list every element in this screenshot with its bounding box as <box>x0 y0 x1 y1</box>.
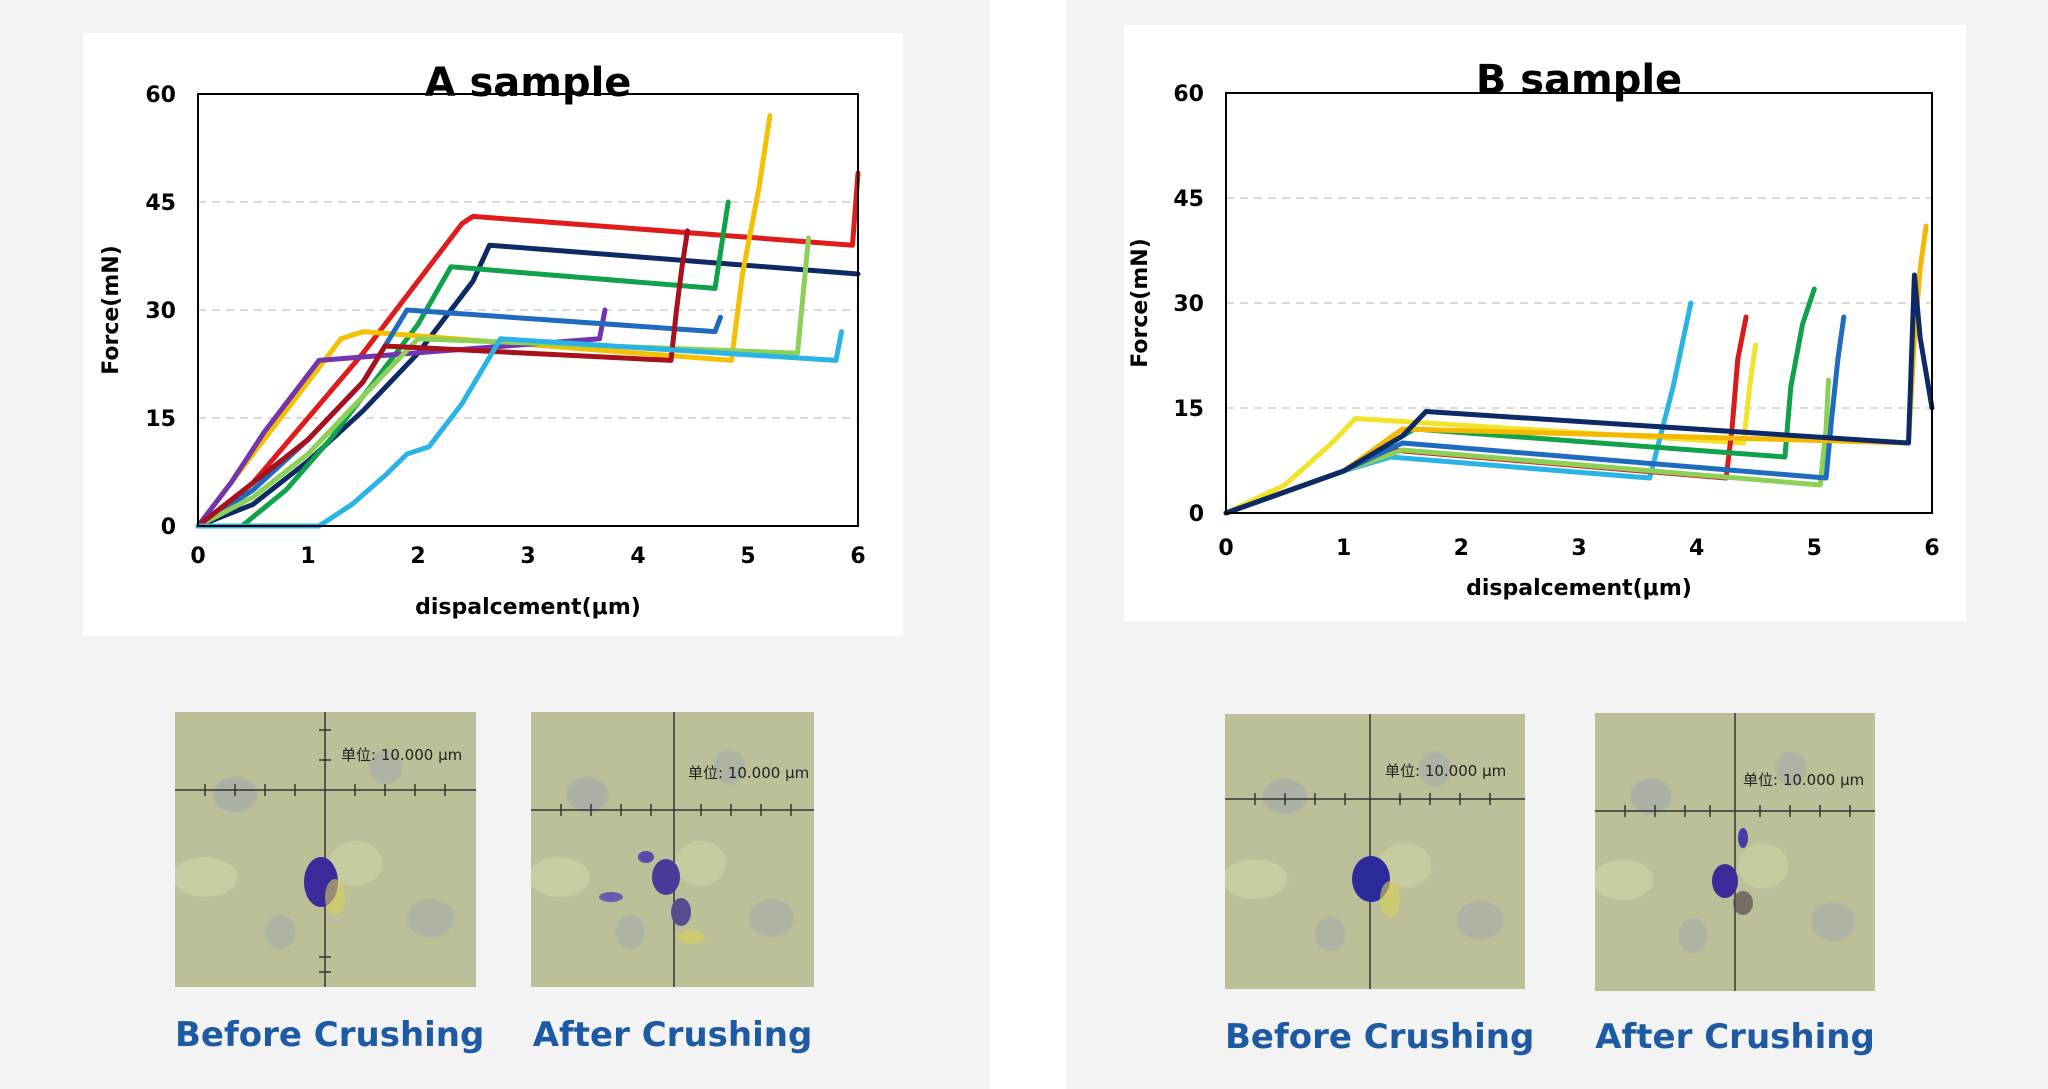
x-tick-label: 6 <box>1924 536 1939 561</box>
x-tick-label: 0 <box>1218 536 1233 561</box>
x-tick-label: 3 <box>520 544 535 569</box>
x-tick-label: 3 <box>1571 536 1586 561</box>
y-axis-label: Force(mN) <box>1128 238 1153 368</box>
x-tick-label: 5 <box>1807 536 1822 561</box>
y-tick-label: 45 <box>145 191 176 216</box>
chart-card-b: B sample 0 15 30 45 60 0 1 2 3 4 5 6 dispalcement(μm)… <box>1124 25 1966 621</box>
micrograph-a-after: 单位: 10.000 μm <box>531 712 814 987</box>
y-tick-label: 30 <box>1173 292 1204 317</box>
series-line-dark-red <box>195 228 690 529</box>
caption-a-after: After Crushing <box>532 1015 813 1055</box>
micrograph-a-before: 单位: 10.000 μm <box>175 712 476 987</box>
series-line-light-green <box>1223 377 1831 516</box>
series-line-light-green <box>195 235 811 529</box>
series-line-purple <box>195 307 608 529</box>
y-tick-label: 0 <box>1189 502 1204 527</box>
y-tick-label: 0 <box>161 515 176 540</box>
y-tick-label: 60 <box>1173 82 1204 107</box>
plot-frame <box>1225 92 1933 514</box>
series-line-yellow <box>1223 342 1758 516</box>
x-tick-label: 2 <box>410 544 425 569</box>
x-tick-label: 2 <box>1454 536 1469 561</box>
micrograph-b-after: 单位: 10.000 μm <box>1595 713 1875 991</box>
chart-title: A sample <box>425 60 632 106</box>
plot-frame <box>197 93 859 527</box>
x-tick-label: 1 <box>1336 536 1351 561</box>
y-axis-label: Force(mN) <box>99 245 124 375</box>
y-tick-label: 60 <box>145 83 176 108</box>
y-tick-label: 45 <box>1173 187 1204 212</box>
scale-label: 单位: 10.000 μm <box>1743 771 1864 789</box>
y-tick-label: 15 <box>145 407 176 432</box>
series-line-blue <box>1223 314 1847 516</box>
x-tick-label: 4 <box>630 544 645 569</box>
x-tick-label: 0 <box>190 544 205 569</box>
series-line-navy <box>1223 272 1935 516</box>
chart-card-a: A sample 0 15 30 45 60 0 1 2 3 4 5 6 dispalcement(μm)… <box>83 33 903 636</box>
micrograph-b-before: 单位: 10.000 μm <box>1225 714 1525 989</box>
x-axis-label: dispalcement(μm) <box>415 595 641 620</box>
y-tick-label: 15 <box>1173 397 1204 422</box>
x-tick-label: 1 <box>300 544 315 569</box>
x-tick-label: 5 <box>740 544 755 569</box>
scale-label: 单位: 10.000 μm <box>1385 762 1506 780</box>
x-axis-label: dispalcement(μm) <box>1466 576 1692 601</box>
caption-a-before: Before Crushing <box>175 1015 485 1055</box>
series-line-yellow <box>195 113 773 529</box>
scale-label: 单位: 10.000 μm <box>688 764 809 782</box>
caption-b-after: After Crushing <box>1595 1017 1875 1057</box>
x-tick-label: 4 <box>1689 536 1704 561</box>
series-line-cyan <box>195 329 844 529</box>
scale-label: 单位: 10.000 μm <box>341 746 462 764</box>
series-line-navy <box>195 242 861 529</box>
caption-b-before: Before Crushing <box>1225 1017 1535 1057</box>
chart-title: B sample <box>1476 57 1682 103</box>
x-tick-label: 6 <box>850 544 865 569</box>
y-tick-label: 30 <box>145 299 176 324</box>
series-line-red <box>195 170 861 529</box>
